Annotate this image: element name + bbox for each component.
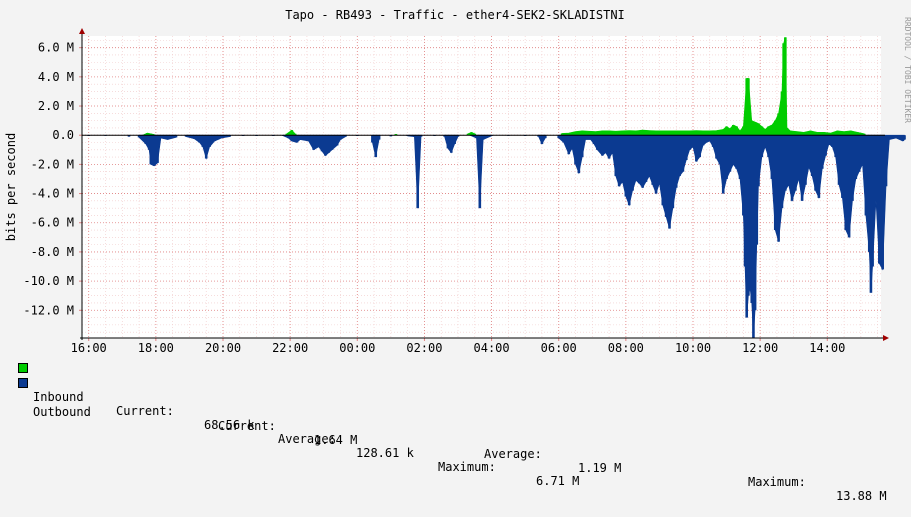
outbound-current-label: Current: xyxy=(218,419,276,433)
chart-title: Tapo - RB493 - Traffic - ether4-SEK2-SKL… xyxy=(285,8,625,22)
inbound-maximum-label: Maximum: xyxy=(438,460,496,474)
traffic-graph: Tapo - RB493 - Traffic - ether4-SEK2-SKL… xyxy=(4,8,911,503)
series-outbound xyxy=(87,134,906,338)
outbound-name: Outbound xyxy=(33,405,91,419)
y-tick-label: -2.0 M xyxy=(31,157,74,171)
y-tick-label: 4.0 M xyxy=(38,70,74,84)
x-tick-label: 04:00 xyxy=(474,341,510,355)
series-inbound xyxy=(142,37,866,136)
y-axis-arrow xyxy=(79,28,85,34)
outbound-maximum-value: 13.88 M xyxy=(836,489,887,503)
y-tick-label: -10.0 M xyxy=(23,274,74,288)
data-areas xyxy=(87,37,906,338)
y-tick-label: 6.0 M xyxy=(38,41,74,55)
axes xyxy=(79,28,889,341)
x-tick-label: 00:00 xyxy=(339,341,375,355)
inbound-maximum-value: 6.71 M xyxy=(536,474,580,488)
y-tick-label: -8.0 M xyxy=(31,245,74,259)
outbound-average-value: 1.19 M xyxy=(578,461,622,475)
outbound-current-value: 1.64 M xyxy=(314,433,358,447)
x-tick-label: 20:00 xyxy=(205,341,241,355)
y-tick-labels: 6.0 M 4.0 M 2.0 M 0.0 -2.0 M -4.0 M -6.0 M -8.0… xyxy=(23,41,74,318)
inbound-area xyxy=(143,37,865,136)
inbound-swatch xyxy=(18,363,28,373)
y-tick-label: 0.0 xyxy=(52,128,74,142)
rrdtool-credit: RRDTOOL / TOBI OETIKER xyxy=(903,17,911,123)
y-tick-label: -12.0 M xyxy=(23,303,74,317)
x-tick-labels: 16:00 18:00 20:00 22:00 00:00 02:00 04:00 06:00… xyxy=(71,341,846,355)
legend-outbound: Outbound Current: 1.64 M Average: 1.19 M… xyxy=(18,377,898,503)
outbound-maximum-label: Maximum: xyxy=(748,475,806,489)
x-tick-label: 18:00 xyxy=(138,341,174,355)
x-tick-label: 02:00 xyxy=(406,341,442,355)
y-tick-label: -6.0 M xyxy=(31,216,74,230)
x-tick-label: 10:00 xyxy=(675,341,711,355)
legend-inbound: Inbound Current: 68.56 k Average: 128.61… xyxy=(18,362,898,488)
y-tick-label: 2.0 M xyxy=(38,99,74,113)
inbound-average-value: 128.61 k xyxy=(356,446,414,460)
outbound-swatch xyxy=(18,378,28,388)
chart-svg: Tapo - RB493 - Traffic - ether4-SEK2-SKL… xyxy=(4,8,911,355)
y-tick-label: -4.0 M xyxy=(31,187,74,201)
plot-area xyxy=(82,36,881,338)
x-tick-label: 14:00 xyxy=(809,341,845,355)
y-axis-label: bits per second xyxy=(4,133,18,241)
x-axis-arrow xyxy=(883,335,889,341)
x-tick-label: 12:00 xyxy=(742,341,778,355)
inbound-current-label: Current: xyxy=(116,404,174,418)
x-tick-label: 08:00 xyxy=(608,341,644,355)
outbound-average-label: Average: xyxy=(484,447,542,461)
x-tick-label: 22:00 xyxy=(272,341,308,355)
x-tick-label: 16:00 xyxy=(71,341,107,355)
x-tick-label: 06:00 xyxy=(541,341,577,355)
